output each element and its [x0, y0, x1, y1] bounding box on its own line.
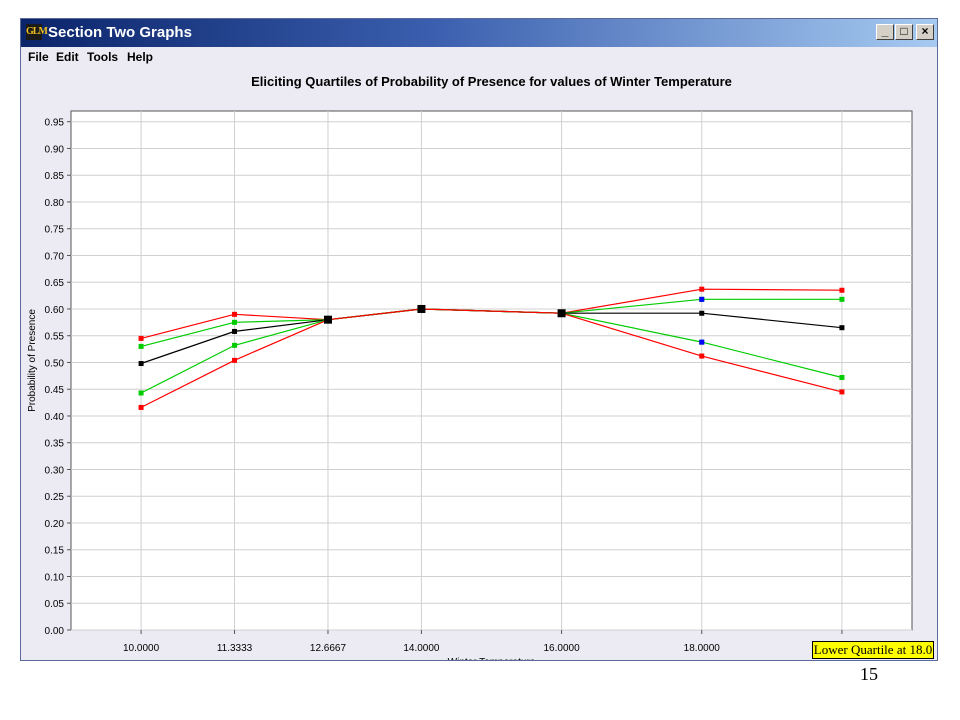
data-point — [232, 342, 238, 348]
menu-tools[interactable]: Tools — [87, 50, 119, 64]
plot-area — [70, 110, 913, 631]
app-logo-icon: GLM — [26, 24, 48, 40]
y-tick-label: 0.50 — [45, 358, 65, 369]
page-number: 15 — [860, 664, 878, 684]
anchor-point — [557, 309, 566, 318]
data-point — [138, 390, 144, 396]
y-tick-label: 0.15 — [45, 546, 65, 557]
y-tick-label: 0.95 — [45, 118, 65, 129]
window-title: Section Two Graphs — [48, 24, 192, 41]
x-tick-label: 11.3333 — [217, 643, 253, 654]
anchor-point — [417, 304, 426, 313]
y-axis-label: Probability of Presence — [27, 309, 38, 412]
data-point — [232, 328, 238, 334]
data-point — [138, 335, 144, 341]
menu-edit[interactable]: Edit — [56, 50, 79, 64]
y-tick-label: 0.20 — [45, 519, 65, 530]
data-point — [232, 319, 238, 325]
x-tick-label: 16.0000 — [544, 643, 581, 654]
y-tick-label: 0.70 — [45, 251, 65, 262]
status-tooltip: Lower Quartile at 18.0 — [812, 641, 934, 659]
data-point — [232, 357, 238, 363]
x-tick-label: 12.6667 — [310, 643, 347, 654]
x-tick-label: 14.0000 — [403, 643, 440, 654]
y-tick-label: 0.55 — [45, 332, 65, 343]
data-point — [138, 404, 144, 410]
minimize-button[interactable]: _ — [876, 24, 894, 40]
y-tick-label: 0.25 — [45, 492, 65, 503]
data-point — [699, 286, 705, 292]
chart: Eliciting Quartiles of Probability of Pr… — [27, 74, 913, 660]
x-tick-label: 10.0000 — [123, 643, 160, 654]
data-point — [839, 374, 845, 380]
y-tick-label: 0.80 — [45, 198, 65, 209]
chart-title: Eliciting Quartiles of Probability of Pr… — [251, 74, 732, 89]
y-tick-label: 0.85 — [45, 171, 65, 182]
app-window: GLM Section Two Graphs _ □ × File Edit T… — [20, 18, 938, 661]
anchor-point — [323, 315, 332, 324]
data-point — [232, 311, 238, 317]
data-point — [699, 353, 705, 359]
y-tick-label: 0.65 — [45, 278, 65, 289]
data-point — [839, 389, 845, 395]
menu-help[interactable]: Help — [127, 50, 154, 64]
menu-file[interactable]: File — [28, 50, 49, 64]
x-axis-label: Winter Temperature — [448, 657, 536, 660]
data-point — [699, 310, 705, 316]
y-tick-label: 0.10 — [45, 572, 65, 583]
data-point — [839, 325, 845, 331]
y-tick-label: 0.05 — [45, 599, 65, 610]
x-tick-label: 18.0000 — [684, 643, 721, 654]
selected-point — [699, 339, 705, 345]
y-tick-label: 0.75 — [45, 225, 65, 236]
selected-point — [699, 296, 705, 302]
y-tick-label: 0.90 — [45, 144, 65, 155]
data-point — [138, 361, 144, 367]
maximize-button[interactable]: □ — [895, 24, 913, 40]
data-point — [138, 343, 144, 349]
y-tick-label: 0.35 — [45, 439, 65, 450]
y-tick-label: 0.30 — [45, 465, 65, 476]
y-tick-label: 0.60 — [45, 305, 65, 316]
y-tick-label: 0.00 — [45, 626, 65, 637]
close-button[interactable]: × — [916, 24, 934, 40]
data-point — [839, 296, 845, 302]
data-point — [839, 287, 845, 293]
menu-bar: File Edit Tools Help — [21, 47, 937, 69]
title-bar[interactable]: GLM Section Two Graphs _ □ × — [21, 19, 937, 47]
y-tick-label: 0.40 — [45, 412, 65, 423]
y-tick-label: 0.45 — [45, 385, 65, 396]
plot-panel: Eliciting Quartiles of Probability of Pr… — [21, 69, 937, 660]
